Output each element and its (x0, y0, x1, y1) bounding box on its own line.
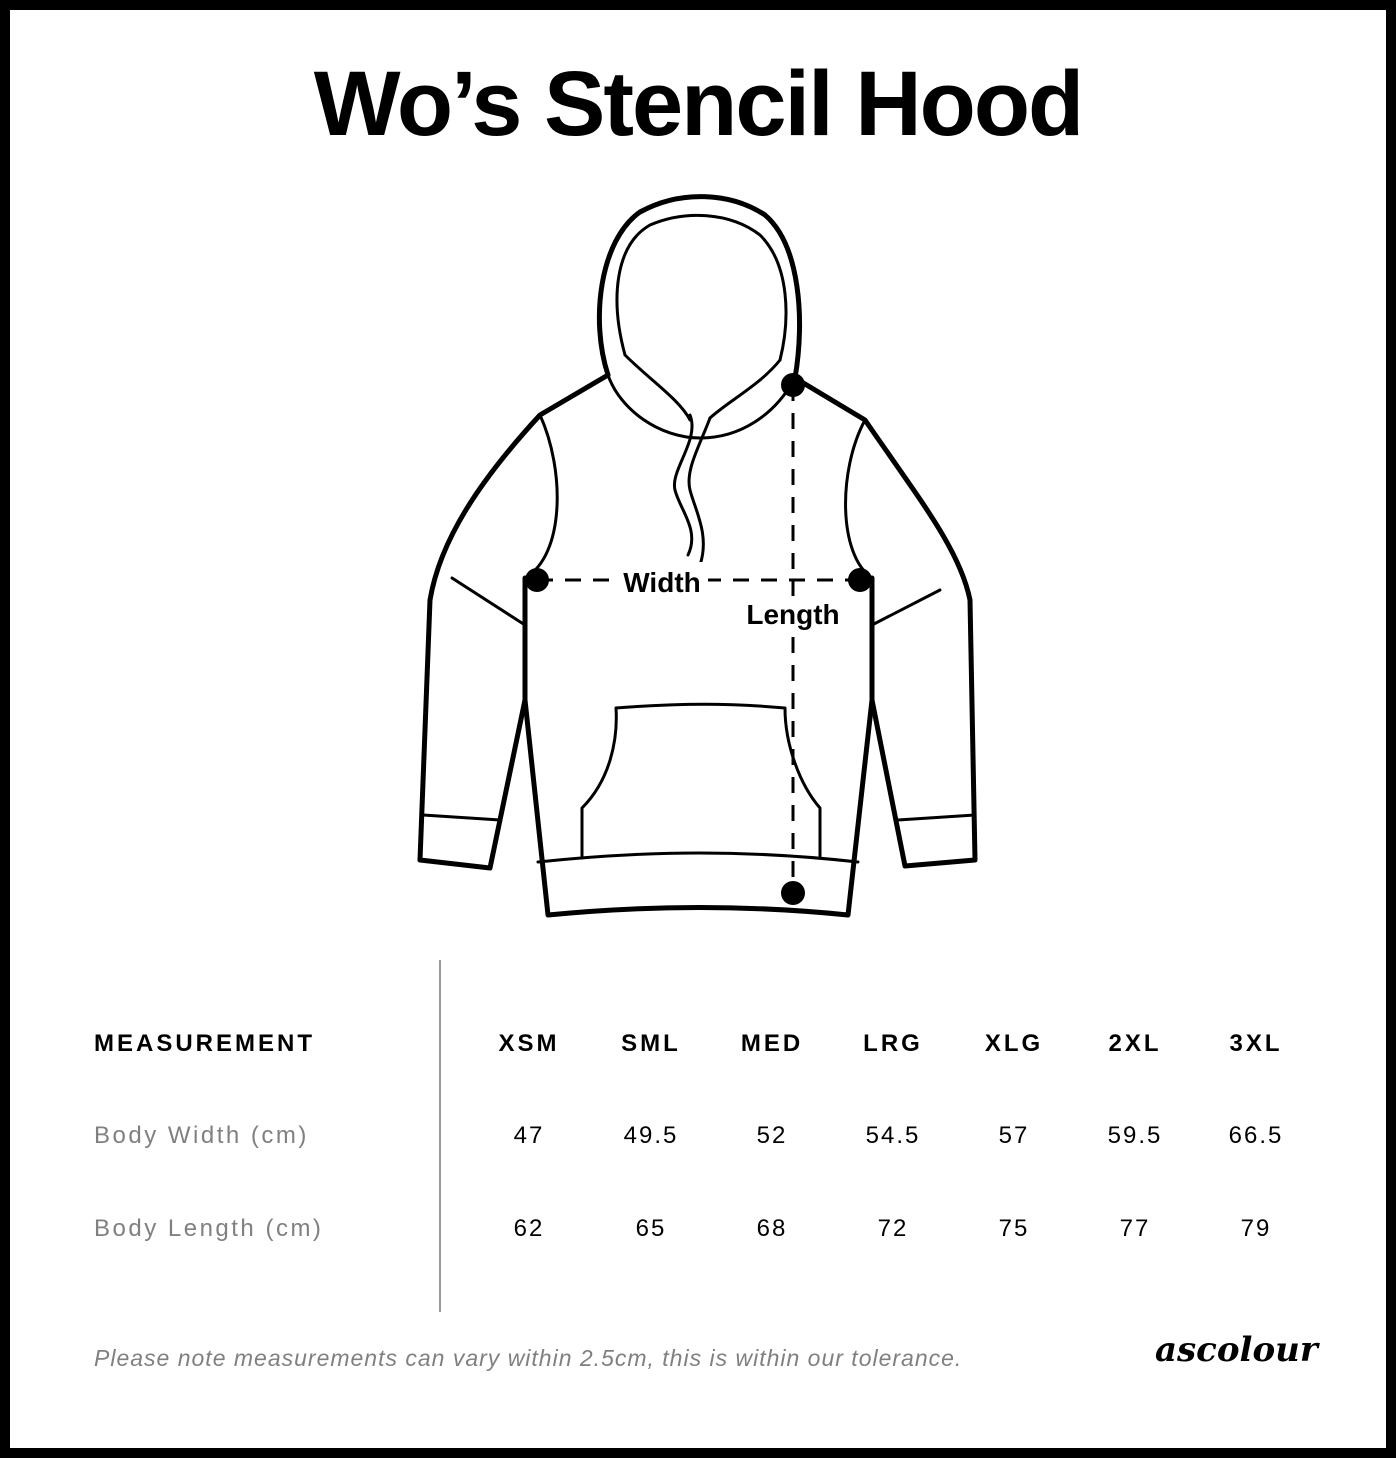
width-point-right (848, 568, 872, 592)
table-cell: 52 (756, 1122, 788, 1149)
measurement-header: MEASUREMENT (94, 1030, 316, 1057)
size-header-lrg: LRG (863, 1030, 923, 1057)
hoodie-diagram: Width Length (417, 194, 978, 918)
ascolour-logo: ascolour (1155, 1330, 1318, 1370)
table-cell: 62 (513, 1215, 545, 1242)
table-cell: 54.5 (865, 1122, 921, 1149)
width-point-left (525, 568, 549, 592)
row-label-body-width: Body Width (cm) (94, 1122, 309, 1149)
table-cell: 65 (635, 1215, 667, 1242)
table-cell: 72 (877, 1215, 909, 1242)
size-header-sml: SML (621, 1030, 681, 1057)
hood-inner (615, 213, 788, 362)
length-label: Length (746, 599, 839, 630)
table-cell: 75 (998, 1215, 1030, 1242)
tolerance-note: Please note measurements can vary within… (94, 1345, 963, 1371)
row-label-body-length: Body Length (cm) (94, 1215, 324, 1242)
table-divider (439, 960, 441, 1312)
table-cell: 77 (1119, 1215, 1151, 1242)
page-title: Wo’s Stencil Hood (313, 53, 1084, 155)
size-header-xlg: XLG (984, 1030, 1044, 1057)
size-header-med: MED (740, 1030, 804, 1057)
hood-outer (596, 194, 803, 381)
table-cell: 49.5 (623, 1122, 679, 1149)
length-point-bottom (781, 881, 805, 905)
table-cell: 66.5 (1228, 1122, 1284, 1149)
table-cell: 68 (756, 1215, 788, 1242)
table-cell: 47 (513, 1122, 545, 1149)
table-cell: 57 (998, 1122, 1030, 1149)
table-cell: 59.5 (1107, 1122, 1163, 1149)
size-header-xsm: XSM (498, 1030, 560, 1057)
length-point-top (781, 373, 805, 397)
width-label: Width (623, 567, 701, 598)
size-header-2xl: 2XL (1108, 1030, 1162, 1057)
size-header-3xl: 3XL (1229, 1030, 1283, 1057)
table-cell: 79 (1240, 1215, 1272, 1242)
